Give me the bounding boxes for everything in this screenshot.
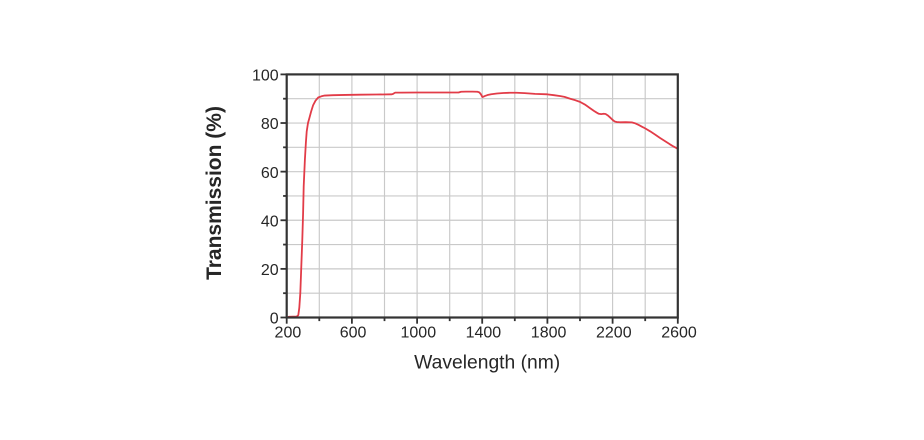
svg-text:1400: 1400 xyxy=(466,325,502,342)
svg-text:40: 40 xyxy=(261,213,279,230)
svg-text:Wavelength (nm): Wavelength (nm) xyxy=(414,353,560,374)
svg-text:20: 20 xyxy=(261,262,279,279)
svg-text:60: 60 xyxy=(261,165,279,182)
svg-text:1800: 1800 xyxy=(531,325,567,342)
svg-text:2600: 2600 xyxy=(661,325,697,342)
svg-text:Transmission (%): Transmission (%) xyxy=(203,106,226,280)
svg-text:80: 80 xyxy=(261,116,279,133)
svg-text:1000: 1000 xyxy=(401,325,437,342)
svg-text:100: 100 xyxy=(252,68,279,85)
svg-text:2200: 2200 xyxy=(596,325,632,342)
svg-text:600: 600 xyxy=(340,325,367,342)
svg-text:200: 200 xyxy=(275,325,302,342)
svg-text:0: 0 xyxy=(270,311,279,328)
